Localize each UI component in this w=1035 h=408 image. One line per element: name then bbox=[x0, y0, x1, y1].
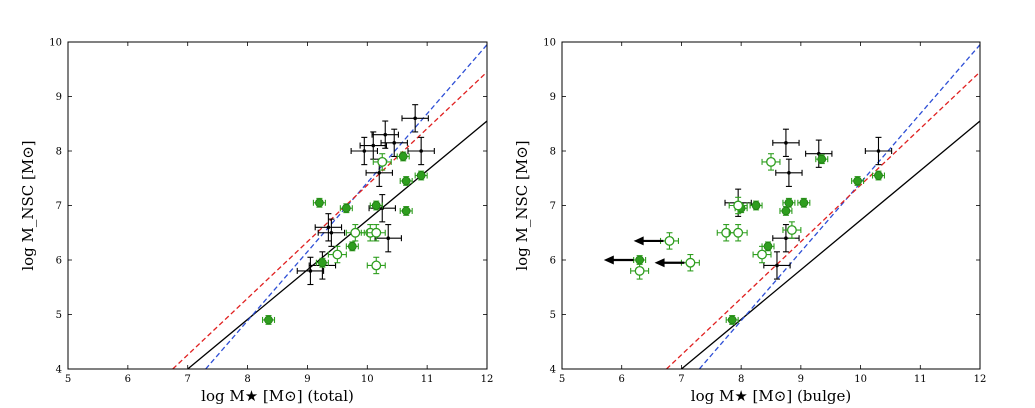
open-green-point bbox=[680, 254, 700, 272]
y-tick-label: 9 bbox=[56, 92, 62, 103]
black-points-point bbox=[380, 128, 408, 157]
open-green-point bbox=[630, 262, 650, 280]
y-tick-label: 4 bbox=[550, 365, 556, 376]
x-tick-label: 10 bbox=[361, 374, 374, 385]
filled-green-point bbox=[369, 200, 383, 211]
open-green-point bbox=[761, 153, 781, 171]
filled-green-point bbox=[797, 197, 811, 208]
x-tick-label: 12 bbox=[481, 374, 494, 385]
filled-green-point bbox=[779, 206, 793, 216]
y-tick-label: 6 bbox=[56, 256, 62, 267]
x-tick-label: 11 bbox=[914, 374, 927, 385]
open-green-point bbox=[372, 153, 392, 171]
x-tick-label: 9 bbox=[304, 374, 310, 385]
black-points-point bbox=[296, 256, 325, 286]
filled-green-point bbox=[399, 176, 413, 186]
x-tick-label: 7 bbox=[678, 374, 684, 385]
y-tick-label: 4 bbox=[56, 365, 62, 376]
filled-green-point bbox=[815, 154, 829, 165]
open-green-point bbox=[752, 245, 772, 264]
black-points-point bbox=[350, 136, 379, 166]
x-tick-label: 12 bbox=[974, 374, 987, 385]
x-tick-label: 5 bbox=[65, 374, 71, 385]
open-green-point bbox=[366, 224, 386, 242]
filled-green-point bbox=[399, 206, 413, 216]
y-tick-label: 8 bbox=[56, 147, 62, 158]
black-points-point bbox=[374, 224, 402, 253]
black-fit-line bbox=[187, 120, 487, 369]
upper-limit-arrow bbox=[603, 255, 634, 265]
filled-green-point bbox=[414, 170, 428, 181]
black-points-point bbox=[805, 139, 833, 168]
filled-green-point bbox=[725, 315, 739, 325]
x-tick-label: 8 bbox=[244, 374, 250, 385]
filled-green-point bbox=[782, 197, 796, 208]
black-points-point bbox=[314, 213, 343, 242]
plot-frame bbox=[561, 41, 981, 370]
filled-green-point bbox=[396, 151, 410, 162]
x-tick-label: 5 bbox=[559, 374, 565, 385]
x-tick-label: 6 bbox=[619, 374, 625, 385]
black-points-point bbox=[772, 128, 800, 157]
red-fit-line bbox=[172, 71, 487, 369]
y-tick-label: 7 bbox=[56, 201, 62, 212]
filled-green-point bbox=[261, 315, 276, 325]
x-tick-label: 11 bbox=[421, 374, 434, 385]
red-fit-line bbox=[666, 71, 980, 369]
y-tick-label: 7 bbox=[550, 201, 556, 212]
x-axis-label: log M★ [M⊙] (total) bbox=[201, 387, 354, 405]
y-tick-label: 10 bbox=[49, 38, 62, 49]
black-points-point bbox=[401, 104, 429, 133]
open-green-point bbox=[659, 232, 679, 250]
open-green-point bbox=[366, 256, 386, 275]
y-axis-label: log M_NSC [M⊙] bbox=[513, 140, 531, 270]
open-green-point bbox=[782, 221, 802, 239]
filled-green-point bbox=[345, 241, 359, 252]
open-green-point bbox=[327, 245, 347, 264]
y-tick-label: 9 bbox=[550, 92, 556, 103]
upper-limit-arrow bbox=[654, 258, 685, 268]
x-axis-label: log M★ [M⊙] (bulge) bbox=[691, 387, 851, 405]
upper-limit-arrow bbox=[633, 236, 664, 246]
filled-green-point bbox=[871, 170, 886, 181]
x-tick-label: 6 bbox=[125, 374, 131, 385]
x-tick-label: 9 bbox=[798, 374, 804, 385]
black-fit-line bbox=[681, 120, 980, 369]
open-green-point bbox=[728, 224, 748, 242]
filled-green-point bbox=[851, 176, 865, 186]
black-points-point bbox=[763, 251, 791, 280]
black-points-point bbox=[775, 158, 803, 187]
y-tick-label: 8 bbox=[550, 147, 556, 158]
x-tick-label: 10 bbox=[854, 374, 867, 385]
filled-green-point bbox=[339, 203, 353, 214]
x-tick-label: 8 bbox=[738, 374, 744, 385]
filled-green-point bbox=[315, 257, 329, 268]
y-axis-label: log M_NSC [M⊙] bbox=[19, 140, 37, 270]
black-points-point bbox=[864, 136, 893, 166]
y-tick-label: 5 bbox=[56, 310, 62, 321]
black-points-point bbox=[317, 218, 346, 247]
y-tick-label: 6 bbox=[550, 256, 556, 267]
filled-green-point bbox=[749, 200, 763, 211]
filled-green-point bbox=[312, 197, 326, 208]
open-green-point bbox=[728, 196, 748, 215]
y-tick-label: 10 bbox=[543, 38, 556, 49]
black-points-point bbox=[407, 136, 435, 166]
plot-frame bbox=[67, 41, 488, 370]
y-tick-label: 5 bbox=[550, 310, 556, 321]
x-tick-label: 7 bbox=[185, 374, 191, 385]
